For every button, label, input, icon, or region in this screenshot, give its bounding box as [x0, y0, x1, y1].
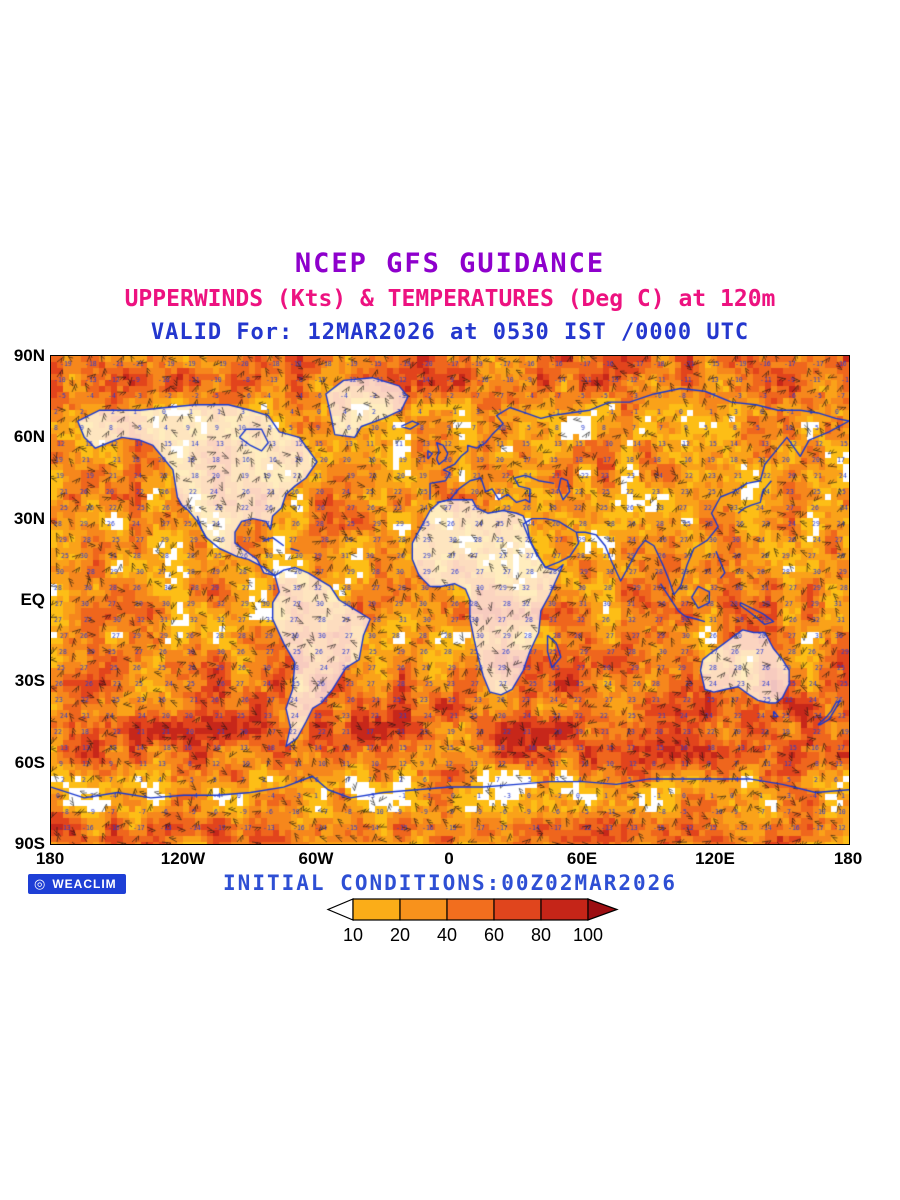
lon-label: 180 [35, 849, 65, 868]
weaclim-logo-badge: ◎ WEACLIM [28, 874, 126, 894]
lat-label: 30S [14, 671, 45, 691]
colorbar-label: 10 [343, 925, 363, 945]
page-subtitle: UPPERWINDS (Kts) & TEMPERATURES (Deg C) … [124, 286, 776, 312]
lat-label: 90N [13, 346, 45, 365]
colorbar-left-arrow [326, 898, 354, 921]
colorbar-segment [493, 898, 542, 921]
colorbar-segment [446, 898, 495, 921]
lat-label: 30N [13, 508, 45, 528]
weaclim-logo-label: WEACLIM [52, 877, 117, 891]
initial-conditions-text: INITIAL CONDITIONS:00Z02MAR2026 [223, 871, 677, 895]
wind-speed-colorbar: 10 20 40 60 80 100 [326, 898, 619, 945]
map-frame [50, 355, 850, 845]
lat-label: 60S [14, 752, 45, 772]
colorbar-label: 40 [437, 925, 457, 945]
valid-time-line: VALID For: 12MAR2026 at 0530 IST /0000 U… [150, 320, 750, 345]
colorbar-label: 60 [484, 925, 504, 945]
lon-label: 60W [298, 849, 334, 868]
colorbar-label: 100 [573, 925, 603, 945]
colorbar-segment [399, 898, 448, 921]
lon-label: 60E [566, 849, 598, 868]
colorbar-segment [352, 898, 401, 921]
weaclim-logo-icon: ◎ [34, 876, 47, 892]
colorbar-label: 80 [531, 925, 551, 945]
lon-label: 0 [444, 849, 454, 868]
lon-label: 180 [833, 849, 863, 868]
lon-label: 120E [695, 849, 735, 868]
colorbar-right-arrow [587, 898, 619, 921]
colorbar-label: 20 [390, 925, 410, 945]
page-title: NCEP GFS GUIDANCE [294, 248, 606, 279]
lon-label: 120W [160, 849, 206, 868]
colorbar-segment [540, 898, 589, 921]
lat-label: EQ [20, 590, 45, 609]
lat-label: 90S [14, 834, 45, 853]
world-map-canvas [51, 356, 849, 844]
lat-label: 60N [13, 427, 45, 447]
